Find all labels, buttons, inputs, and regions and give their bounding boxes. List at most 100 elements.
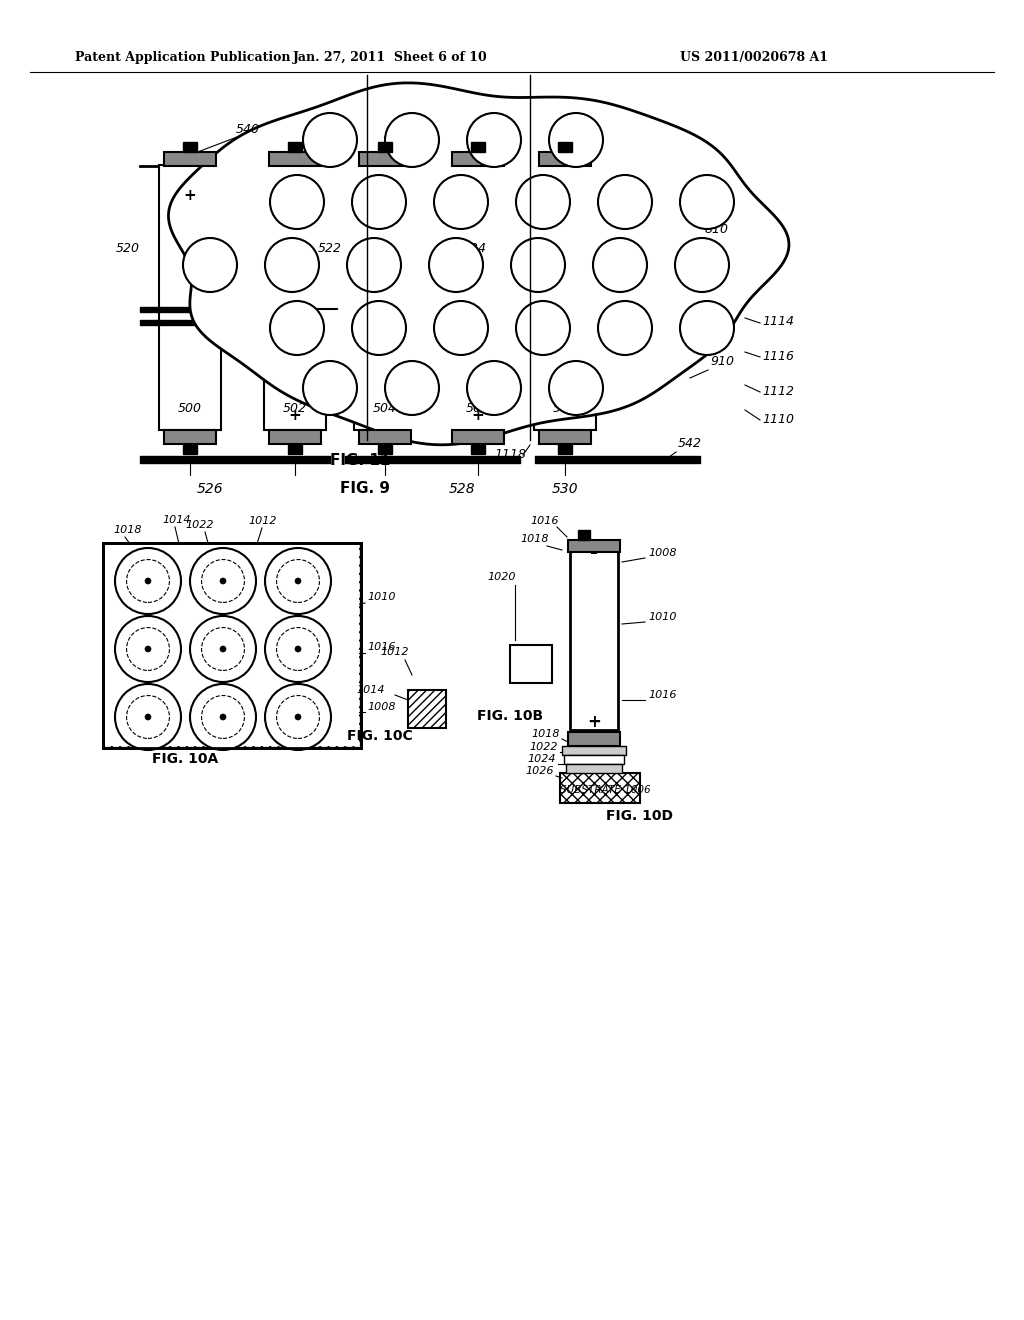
Bar [105,545,359,746]
Bar [568,540,620,552]
Text: -: - [590,544,598,562]
Text: FIG. 10C: FIG. 10C [347,729,413,743]
Text: 1016: 1016 [530,516,559,525]
Text: 540: 540 [236,123,260,136]
Text: 1110: 1110 [762,413,794,426]
Bar [578,531,590,540]
Text: 504: 504 [373,401,397,414]
Text: FIG. 9: FIG. 9 [340,480,390,496]
Text: +: + [559,187,571,202]
Text: 526: 526 [197,482,223,496]
Text: 1014: 1014 [356,685,385,696]
Circle shape [270,301,324,355]
Bar [564,755,624,764]
Bar [378,444,392,454]
Circle shape [303,114,357,168]
Circle shape [516,176,570,228]
Text: 1010: 1010 [367,591,395,602]
Bar [288,143,302,152]
Text: 1112: 1112 [762,385,794,399]
Circle shape [352,176,406,228]
Bar [164,152,216,166]
Text: 1012: 1012 [248,516,276,525]
Text: 1024: 1024 [527,754,556,764]
Circle shape [385,360,439,414]
Circle shape [467,360,521,414]
Bar [558,143,572,152]
Text: 1116: 1116 [762,350,794,363]
Bar [558,444,572,454]
Bar [408,690,446,729]
Bar [378,143,392,152]
Circle shape [115,684,181,750]
Bar [103,543,361,748]
Text: +: + [379,187,391,202]
Text: 1022: 1022 [185,520,213,531]
Text: 1008: 1008 [648,548,677,558]
Circle shape [434,301,488,355]
Text: 524: 524 [463,242,487,255]
Text: 810: 810 [705,223,729,236]
Circle shape [190,684,256,750]
Text: 1022: 1022 [529,742,558,752]
Circle shape [347,238,401,292]
Bar [264,165,326,430]
Circle shape [429,238,483,292]
Circle shape [115,548,181,614]
Text: +: + [183,187,197,202]
Circle shape [511,238,565,292]
Bar [562,746,626,755]
Circle shape [265,238,319,292]
Bar [568,733,620,746]
Polygon shape [169,83,788,445]
Bar [183,444,197,454]
Bar [510,645,552,682]
Bar [570,540,618,730]
Circle shape [145,645,151,652]
Circle shape [145,714,151,719]
Bar [354,165,416,430]
Text: 542: 542 [678,437,702,450]
Circle shape [220,645,226,652]
Circle shape [145,578,151,583]
Text: 1008: 1008 [367,702,395,711]
Bar [539,152,591,166]
Circle shape [598,176,652,228]
Text: 1118: 1118 [494,447,526,461]
Circle shape [680,301,734,355]
Circle shape [265,616,331,682]
Circle shape [598,301,652,355]
Circle shape [467,114,521,168]
Circle shape [385,114,439,168]
Bar [471,444,485,454]
Circle shape [680,176,734,228]
Bar [164,430,216,444]
Text: 502: 502 [283,401,307,414]
Bar [539,430,591,444]
Text: 520: 520 [116,242,140,255]
Bar [159,165,221,430]
Text: 1010: 1010 [648,612,677,622]
Text: SUBSTRATE 1006: SUBSTRATE 1006 [560,785,650,795]
Bar [359,152,411,166]
Circle shape [265,684,331,750]
Text: 1016: 1016 [367,642,395,652]
Text: 1012: 1012 [381,647,410,657]
Circle shape [265,548,331,614]
Circle shape [516,301,570,355]
Bar [447,165,509,430]
Text: Patent Application Publication: Patent Application Publication [75,51,291,65]
Text: 910: 910 [710,355,734,368]
Circle shape [675,238,729,292]
Circle shape [190,616,256,682]
Circle shape [220,714,226,719]
Bar [452,152,504,166]
Text: Jan. 27, 2011  Sheet 6 of 10: Jan. 27, 2011 Sheet 6 of 10 [293,51,487,65]
Circle shape [295,645,301,652]
Circle shape [295,578,301,583]
Text: 522: 522 [318,242,342,255]
Text: 1018: 1018 [521,535,549,544]
Circle shape [295,714,301,719]
Text: 1114: 1114 [762,315,794,327]
Bar [452,430,504,444]
